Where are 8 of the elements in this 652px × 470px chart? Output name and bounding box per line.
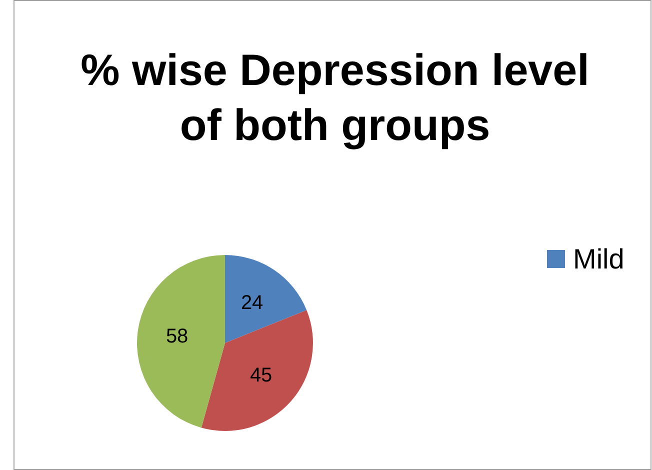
- data-label: 58: [166, 325, 188, 348]
- pie-slice: [225, 255, 307, 343]
- pie-slice: [137, 255, 225, 428]
- data-label: 24: [240, 292, 264, 314]
- data-label: 45: [250, 364, 272, 386]
- chart-title: % wise Depression level of both groups: [80, 46, 590, 150]
- pie-slice: [201, 310, 313, 431]
- legend-label: Mild: [573, 244, 624, 274]
